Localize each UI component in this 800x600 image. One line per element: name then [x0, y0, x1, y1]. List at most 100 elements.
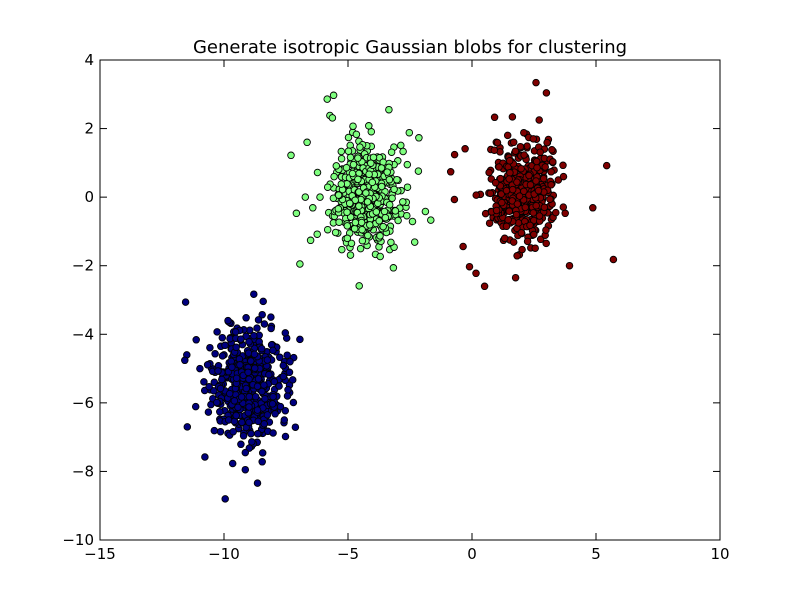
data-point: [512, 210, 521, 219]
data-point: [203, 361, 212, 369]
data-point: [349, 160, 358, 169]
data-point: [248, 438, 256, 446]
data-point: [529, 209, 538, 217]
data-point: [323, 95, 331, 103]
data-point: [513, 200, 522, 208]
data-point: [241, 465, 250, 474]
data-point: [506, 169, 514, 177]
x-tick-label: −10: [208, 545, 240, 563]
data-point: [358, 225, 366, 234]
data-point: [399, 147, 407, 156]
data-point: [334, 205, 343, 213]
data-point: [216, 408, 224, 416]
data-point: [229, 427, 237, 436]
y-tick-label: −8: [72, 462, 94, 480]
data-point: [279, 372, 288, 381]
data-point: [347, 239, 356, 248]
data-point: [288, 376, 297, 384]
data-point: [267, 313, 275, 321]
data-point: [516, 142, 525, 151]
data-point: [508, 113, 517, 121]
data-point: [503, 131, 512, 140]
data-point: [480, 282, 489, 291]
data-point: [547, 168, 555, 176]
data-point: [343, 234, 352, 243]
data-point: [287, 151, 295, 160]
data-point: [263, 411, 272, 419]
data-point: [365, 122, 373, 130]
data-point: [269, 429, 277, 437]
data-point: [377, 182, 386, 191]
data-point: [472, 269, 480, 278]
data-point: [358, 236, 367, 245]
data-point: [337, 154, 346, 163]
data-point: [242, 384, 251, 393]
data-point: [239, 432, 248, 440]
data-point: [250, 331, 258, 340]
data-point: [280, 416, 289, 424]
data-point: [216, 384, 225, 393]
data-point: [491, 178, 500, 187]
data-point: [253, 406, 262, 414]
data-point: [549, 158, 557, 166]
data-point: [559, 172, 568, 181]
data-point: [334, 191, 343, 199]
y-tick-label: −10: [62, 531, 94, 549]
data-point: [225, 389, 234, 398]
data-point: [509, 238, 518, 246]
data-point: [509, 138, 518, 147]
x-tick-label: 10: [710, 545, 729, 563]
data-point: [367, 159, 375, 167]
data-point: [589, 204, 597, 212]
data-point: [245, 418, 253, 427]
data-point: [540, 203, 549, 212]
data-point: [245, 403, 253, 411]
data-point: [211, 350, 219, 358]
data-point: [410, 238, 419, 246]
data-point: [343, 208, 351, 216]
data-point: [276, 402, 285, 411]
data-point: [397, 141, 405, 150]
data-point: [354, 175, 362, 184]
data-point: [352, 130, 361, 139]
data-point: [279, 361, 288, 370]
data-point: [309, 204, 317, 212]
data-point: [415, 134, 423, 142]
data-point: [296, 335, 304, 344]
data-point: [329, 91, 338, 100]
data-point: [250, 290, 258, 298]
data-point: [355, 282, 363, 290]
data-point: [536, 148, 544, 156]
data-point: [495, 163, 503, 171]
data-point: [286, 357, 294, 366]
data-point: [535, 116, 543, 124]
data-point: [250, 350, 259, 358]
data-point: [210, 387, 218, 395]
data-point: [234, 403, 242, 412]
data-point: [245, 338, 253, 346]
data-point: [565, 261, 574, 270]
data-point: [192, 336, 200, 344]
data-point: [210, 426, 219, 435]
data-point: [387, 148, 396, 156]
data-point: [276, 353, 284, 362]
data-point: [372, 208, 381, 216]
data-point: [497, 190, 506, 198]
data-point: [281, 432, 290, 441]
data-point: [485, 219, 494, 227]
data-point: [224, 316, 232, 325]
data-point: [366, 221, 374, 229]
data-point: [362, 189, 370, 197]
data-point: [263, 356, 272, 364]
data-point: [511, 273, 520, 282]
data-point: [260, 381, 268, 389]
data-point: [472, 191, 480, 199]
data-point: [502, 186, 511, 195]
data-point: [346, 213, 355, 221]
data-point: [461, 145, 469, 153]
y-tick-label: −6: [72, 394, 94, 412]
data-point: [253, 479, 262, 487]
data-point: [232, 343, 240, 352]
data-point: [218, 375, 226, 384]
